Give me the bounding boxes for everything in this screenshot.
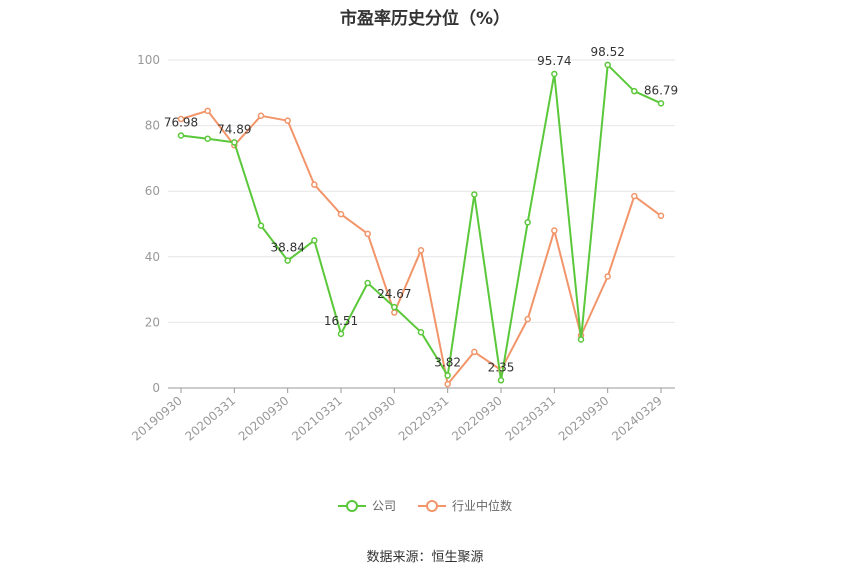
data-source: 数据来源：恒生聚源 (366, 550, 484, 565)
data-label: 38.84 (270, 241, 304, 255)
data-point (657, 212, 665, 220)
data-point (204, 135, 211, 142)
chart-title: 市盈率历史分位（%） (339, 9, 511, 29)
x-tick-label: 20230331 (502, 394, 558, 444)
x-tick-label: 20200930 (236, 394, 292, 444)
y-tick-label: 100 (137, 53, 160, 67)
data-point (604, 61, 611, 69)
data-point (311, 237, 318, 244)
data-point (524, 219, 531, 226)
y-tick-label: 0 (152, 381, 160, 395)
data-point (337, 330, 345, 338)
legend-item-industry-median[interactable]: 行业中位数 (418, 497, 512, 514)
data-point (311, 181, 318, 188)
data-point (284, 117, 291, 124)
data-point (417, 246, 425, 254)
x-tick-label: 20220331 (396, 394, 452, 444)
data-label: 98.52 (590, 45, 624, 59)
data-point (391, 309, 398, 316)
data-point (471, 348, 478, 356)
data-point (337, 210, 345, 218)
x-tick-label: 20210930 (342, 394, 398, 444)
legend-label-company: 公司 (371, 499, 396, 513)
axes: 0204060801002019093020200331202009302021… (129, 53, 675, 444)
data-label: 3.82 (434, 355, 461, 369)
data-label: 95.74 (537, 54, 571, 68)
data-point (631, 192, 638, 200)
data-label: 86.79 (644, 83, 678, 97)
legend-line-circle-icon (418, 499, 446, 512)
data-label: 2.35 (488, 360, 515, 374)
data-label: 76.98 (164, 116, 198, 130)
data-point (604, 273, 611, 280)
data-point (444, 372, 451, 379)
data-point (177, 115, 185, 123)
grid-lines (168, 59, 675, 323)
data-point (364, 279, 371, 287)
y-tick-label: 20 (145, 315, 160, 329)
legend-line-circle-icon (337, 499, 366, 512)
data-point (471, 191, 478, 198)
data-point (257, 112, 265, 120)
data-label: 16.51 (324, 314, 358, 328)
y-tick-label: 60 (145, 184, 160, 198)
data-point (284, 257, 291, 264)
y-tick-label: 80 (145, 119, 160, 133)
data-point (524, 315, 531, 323)
data-point (177, 132, 185, 139)
data-point (444, 380, 451, 388)
data-labels: 76.98 74.89 38.84 16.51 24.67 3.82 2.35 95.74 98… (164, 45, 678, 374)
data-point (257, 222, 265, 229)
data-point (551, 70, 558, 78)
data-point (391, 303, 398, 311)
x-tick-label: 20220930 (449, 394, 505, 444)
data-label: 74.89 (217, 122, 251, 136)
x-tick-label: 20200331 (182, 394, 238, 444)
x-tick-label: 20230930 (556, 394, 612, 444)
data-label: 24.67 (377, 287, 411, 301)
data-point (551, 227, 558, 234)
x-tick-label: 20190930 (129, 394, 185, 444)
series-lines (177, 61, 665, 388)
data-point (577, 336, 585, 343)
legend-item-company[interactable]: 公司 (337, 497, 396, 514)
data-point (364, 230, 371, 238)
x-tick-label: 20210331 (289, 394, 345, 444)
x-tick-label: 20240329 (609, 394, 665, 444)
data-point (657, 100, 665, 107)
legend-label-industry-median: 行业中位数 (452, 499, 513, 513)
data-point (231, 139, 238, 146)
legend: 公司 行业中位数 (0, 497, 850, 514)
data-point (204, 107, 211, 115)
data-point (497, 377, 505, 384)
y-tick-label: 40 (145, 250, 160, 264)
data-point (631, 87, 638, 95)
data-point (417, 328, 425, 336)
